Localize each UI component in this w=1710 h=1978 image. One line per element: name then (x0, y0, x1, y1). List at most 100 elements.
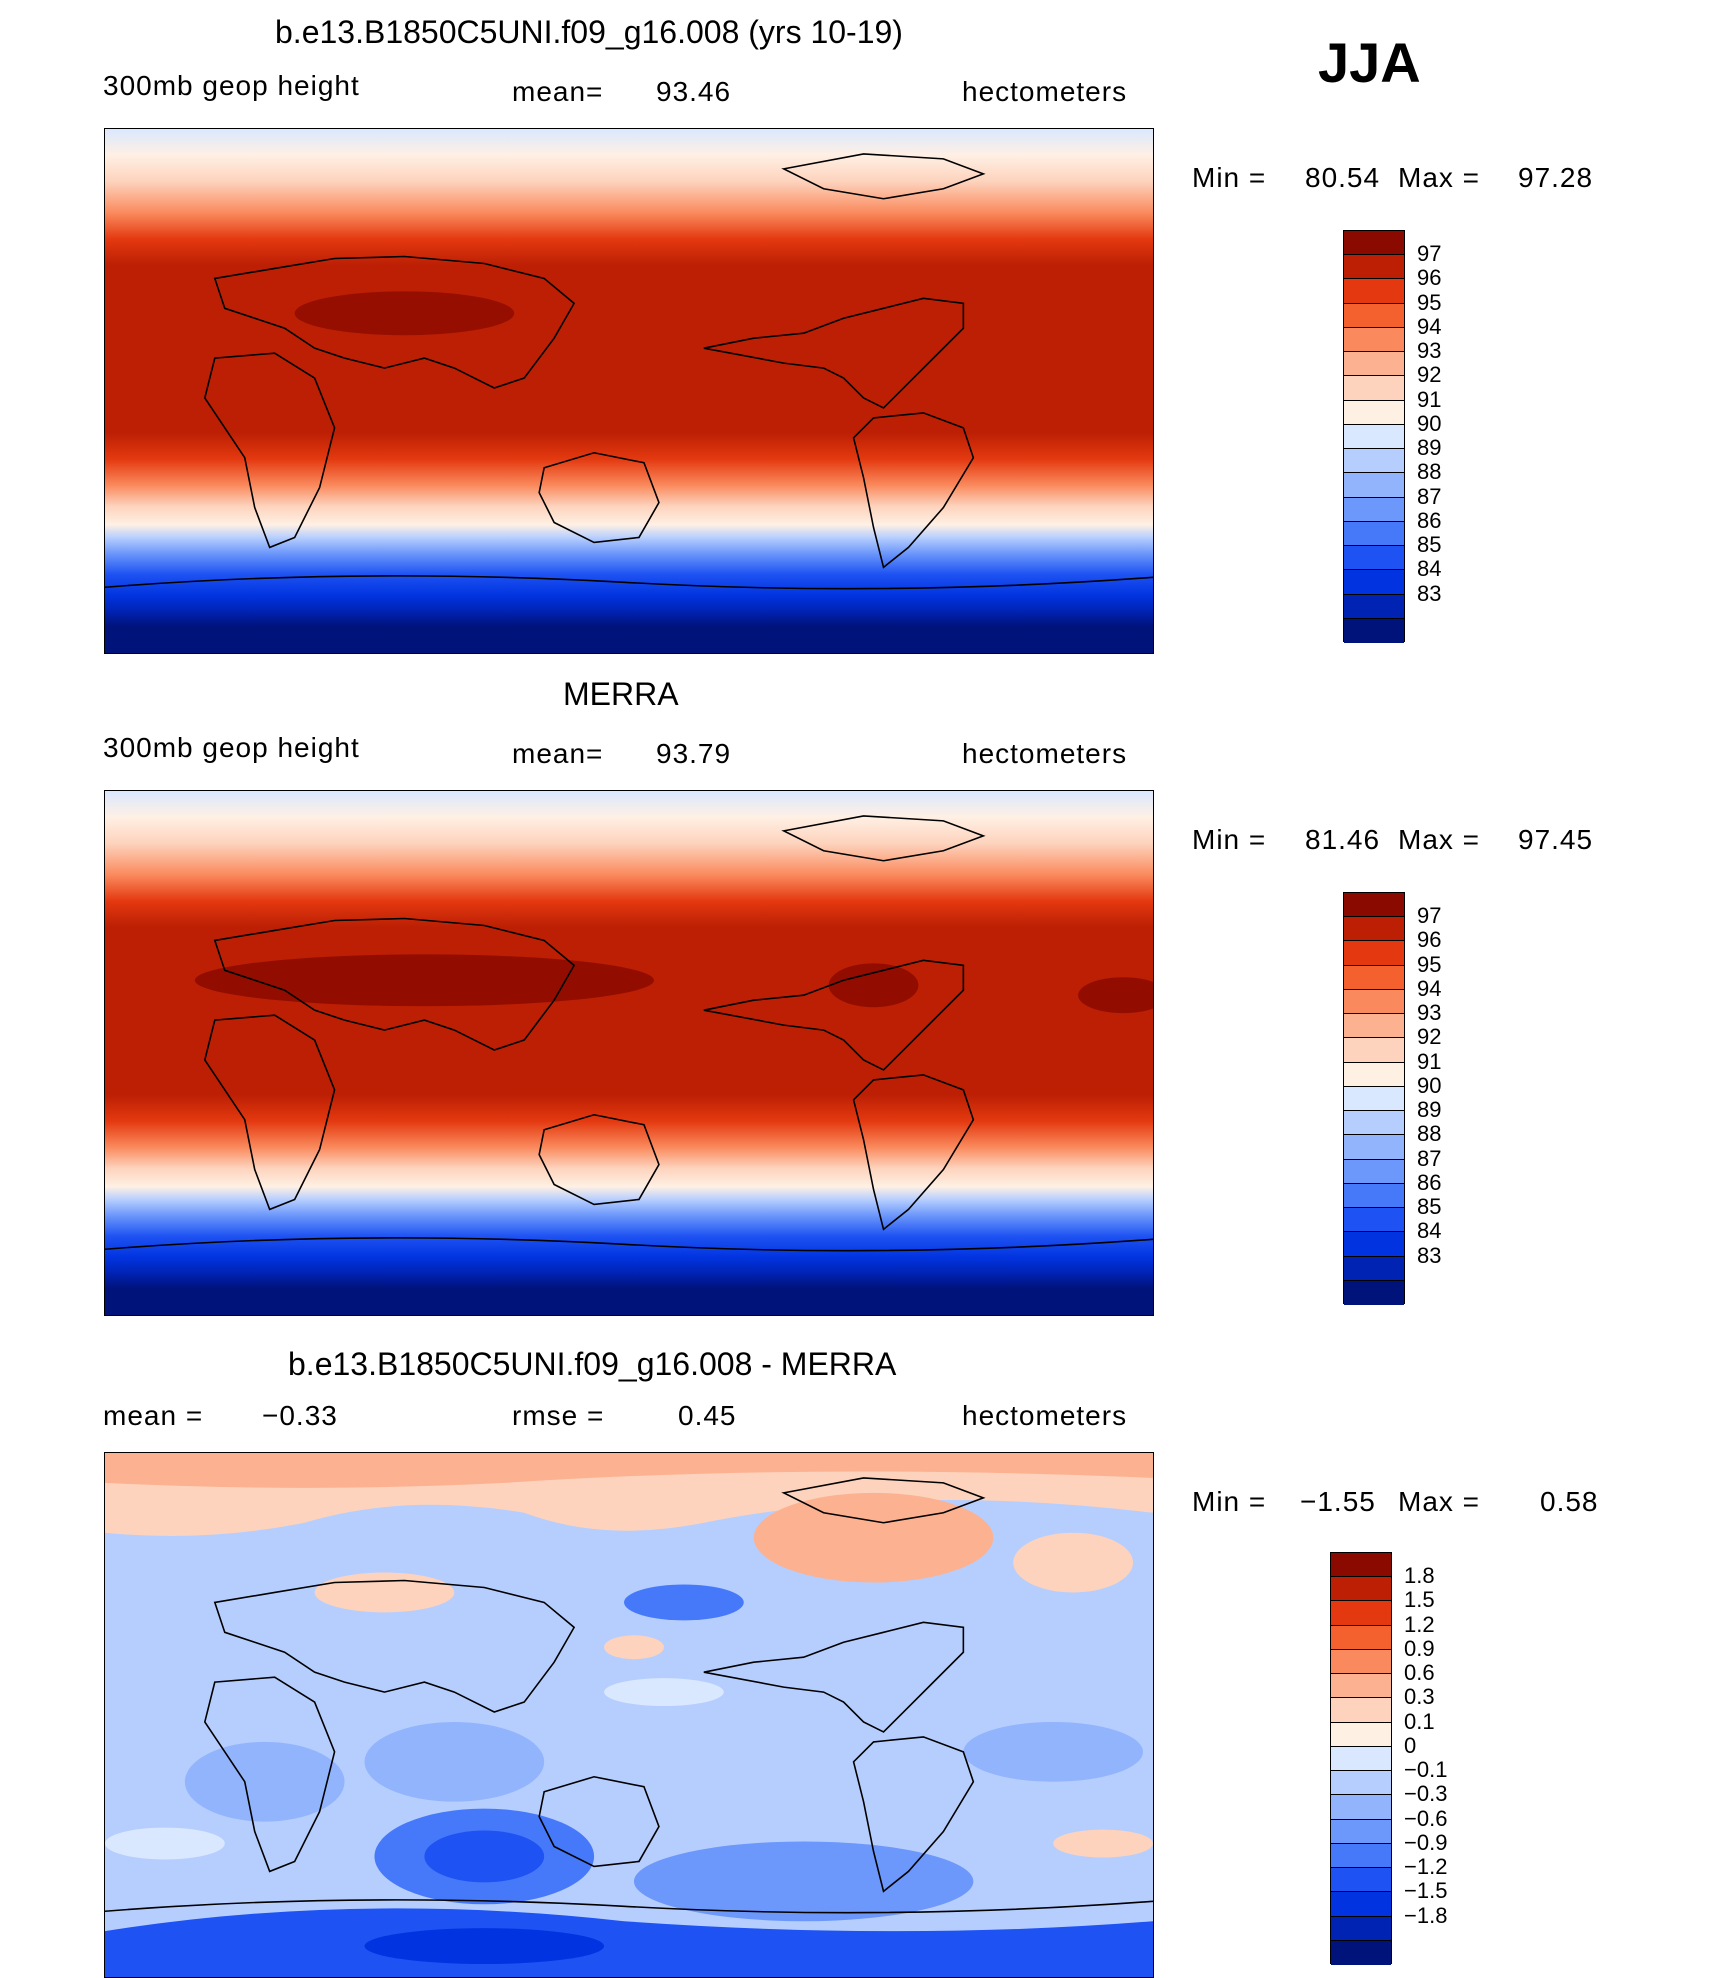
panel-1-field-label: 300mb geop height (103, 70, 360, 101)
panel-3-min-value: −1.55 (1300, 1486, 1376, 1517)
panel-3-min-label: Min = (1192, 1486, 1267, 1517)
panel-3-negative-anomalies (105, 1584, 1153, 1977)
panel-3-colorbar (1330, 1552, 1392, 1965)
panel-2-title: MERRA (563, 676, 679, 712)
panel-2-coastlines (105, 815, 1153, 1252)
panel-3-max-value: 0.58 (1540, 1486, 1599, 1517)
colorbar-box (1344, 1111, 1404, 1136)
colorbar-box (1344, 941, 1404, 966)
colorbar-label: 91 (1417, 1048, 1442, 1074)
colorbar-box (1344, 400, 1404, 425)
panel-2-high-center-asia (194, 954, 654, 1007)
colorbar-box (1331, 1843, 1391, 1869)
panel-1-max-label: Max = (1398, 162, 1481, 193)
colorbar-box (1344, 1256, 1404, 1281)
colorbar-label: 0.6 (1404, 1660, 1435, 1686)
colorbar-box (1344, 521, 1404, 547)
panel-3-units: hectometers (962, 1400, 1128, 1431)
panel-2-min-label: Min = (1192, 824, 1267, 855)
panel-1-mean-value: 93.46 (656, 76, 732, 107)
colorbar-box (1344, 449, 1404, 474)
colorbar-label: −1.8 (1404, 1902, 1448, 1928)
colorbar-label: 88 (1417, 459, 1442, 485)
panel-1-min-value: 80.54 (1305, 162, 1381, 193)
colorbar-label: 0.9 (1404, 1635, 1435, 1661)
colorbar-label: 95 (1417, 289, 1442, 315)
panel-3-weak-anomalies (105, 1678, 1153, 1860)
colorbar-label: 85 (1417, 1194, 1442, 1220)
colorbar-box (1331, 1698, 1391, 1723)
panel-1-colorbar (1343, 230, 1405, 643)
colorbar-box (1344, 989, 1404, 1015)
colorbar-box (1331, 1892, 1391, 1917)
colorbar-label: 85 (1417, 532, 1442, 558)
colorbar-label: 88 (1417, 1121, 1442, 1147)
panel-3-field (105, 1453, 1153, 1977)
colorbar-box (1331, 1916, 1391, 1941)
panel-3-coastlines (105, 1477, 1153, 1914)
colorbar-label: 83 (1417, 580, 1442, 606)
colorbar-box (1344, 546, 1404, 571)
colorbar-box (1344, 279, 1404, 304)
colorbar-label: 87 (1417, 1145, 1442, 1171)
colorbar-label: 96 (1417, 265, 1442, 291)
colorbar-box (1344, 352, 1404, 377)
colorbar-label: 86 (1417, 1169, 1442, 1195)
panel-3-max-label: Max = (1398, 1486, 1481, 1517)
panel-1-high-center (294, 291, 515, 336)
colorbar-box (1344, 917, 1404, 942)
colorbar-box (1344, 376, 1404, 401)
panel-3-rmse-value: 0.45 (678, 1400, 737, 1431)
colorbar-label: −0.3 (1404, 1781, 1448, 1807)
colorbar-box (1331, 1674, 1391, 1699)
season-label: JJA (1318, 31, 1421, 94)
colorbar-box (1331, 1795, 1391, 1820)
colorbar-label: 90 (1417, 410, 1442, 436)
colorbar-box (1344, 303, 1404, 328)
colorbar-box (1344, 594, 1404, 619)
colorbar-label: 1.8 (1404, 1563, 1435, 1589)
colorbar-box (1344, 570, 1404, 595)
colorbar-box (1331, 1940, 1391, 1965)
colorbar-label: −0.6 (1404, 1805, 1448, 1831)
colorbar-box (1344, 231, 1404, 256)
colorbar-box (1344, 1135, 1404, 1160)
colorbar-label: 95 (1417, 951, 1442, 977)
colorbar-label: 84 (1417, 556, 1442, 582)
colorbar-label: 0.3 (1404, 1684, 1435, 1710)
colorbar-label: 0.1 (1404, 1708, 1435, 1734)
colorbar-label: 91 (1417, 386, 1442, 412)
colorbar-label: 93 (1417, 338, 1442, 364)
colorbar-label: 96 (1417, 927, 1442, 953)
panel-2-colorbar (1343, 892, 1405, 1305)
colorbar-label: −1.2 (1404, 1854, 1448, 1880)
panel-1-min-label: Min = (1192, 162, 1267, 193)
colorbar-box (1344, 1062, 1404, 1087)
colorbar-box (1331, 1771, 1391, 1796)
panel-2-max-value: 97.45 (1518, 824, 1594, 855)
colorbar-box (1344, 497, 1404, 522)
panel-3-map (104, 1452, 1154, 1978)
colorbar-box (1331, 1746, 1391, 1772)
panel-1-title: b.e13.B1850C5UNI.f09_g16.008 (yrs 10-19) (275, 14, 903, 50)
panel-3-mean-value: −0.33 (262, 1400, 338, 1431)
panel-2-mean-label: mean= (512, 738, 604, 769)
colorbar-box (1331, 1577, 1391, 1602)
colorbar-box (1344, 965, 1404, 990)
colorbar-label: 89 (1417, 435, 1442, 461)
colorbar-label: −1.5 (1404, 1878, 1448, 1904)
panel-1-max-value: 97.28 (1518, 162, 1594, 193)
colorbar-box (1344, 618, 1404, 643)
colorbar-label: 97 (1417, 241, 1442, 267)
panel-2-max-label: Max = (1398, 824, 1481, 855)
panel-3-positive-anomalies (105, 1453, 1153, 1660)
colorbar-box (1344, 1232, 1404, 1257)
colorbar-box (1331, 1649, 1391, 1675)
colorbar-box (1331, 1553, 1391, 1578)
colorbar-box (1331, 1868, 1391, 1893)
colorbar-box (1344, 1014, 1404, 1039)
colorbar-label: 1.2 (1404, 1611, 1435, 1637)
panel-3-mean-label: mean = (103, 1400, 204, 1431)
panel-3-rmse-label: rmse = (512, 1400, 605, 1431)
colorbar-label: 94 (1417, 975, 1442, 1001)
